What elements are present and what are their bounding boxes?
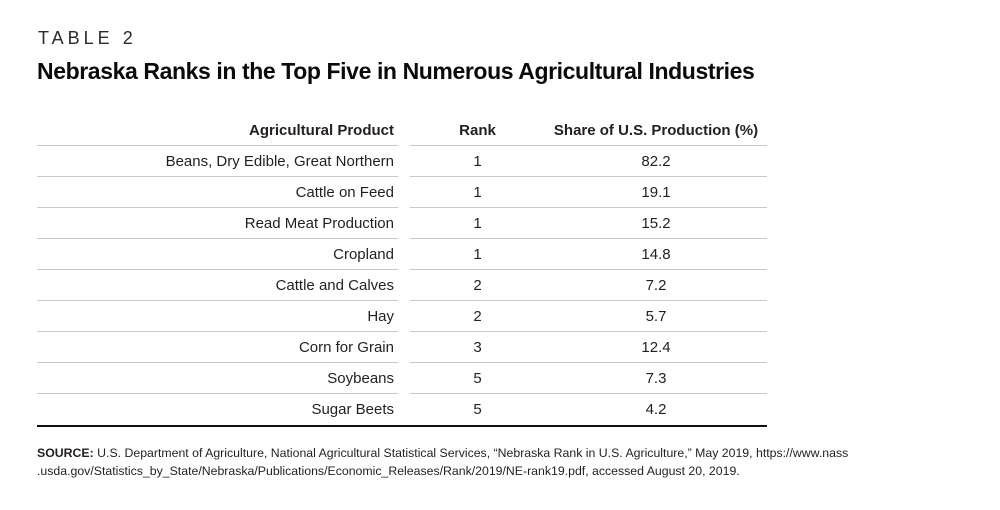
column-header-rank: Rank — [459, 122, 496, 139]
column-gap — [398, 301, 410, 332]
column-gap — [398, 394, 410, 425]
header-right-group: Rank Share of U.S. Production (%) — [410, 115, 767, 146]
table-header-row: Agricultural Product Rank Share of U.S. … — [37, 115, 767, 146]
table-row: Corn for Grain 3 12.4 — [37, 332, 767, 363]
cell-share: 19.1 — [641, 184, 671, 201]
cell-share: 7.3 — [645, 370, 667, 387]
cell-rank: 1 — [473, 153, 482, 170]
cell-product: Cattle on Feed — [37, 177, 398, 208]
row-right-group: 1 14.8 — [410, 239, 767, 270]
table-row: Hay 2 5.7 — [37, 301, 767, 332]
cell-product: Corn for Grain — [37, 332, 398, 363]
cell-rank: 1 — [473, 215, 482, 232]
cell-rank: 1 — [473, 246, 482, 263]
cell-product: Sugar Beets — [311, 401, 394, 418]
cell-rank: 2 — [473, 277, 482, 294]
cell-share: 14.8 — [641, 246, 671, 263]
cell-share: 4.2 — [645, 401, 667, 418]
table-row: Cattle on Feed 1 19.1 — [37, 177, 767, 208]
cell-product: Beans, Dry Edible, Great Northern — [37, 146, 398, 177]
row-right-group: 2 5.7 — [410, 301, 767, 332]
table-row: Cattle and Calves 2 7.2 — [37, 270, 767, 301]
row-right-group: 1 19.1 — [410, 177, 767, 208]
cell-rank: 3 — [473, 339, 482, 356]
table-row: Sugar Beets 5 4.2 — [37, 394, 767, 425]
source-note: SOURCE: U.S. Department of Agriculture, … — [37, 445, 982, 480]
column-gap — [398, 208, 410, 239]
column-gap — [398, 332, 410, 363]
column-gap — [398, 177, 410, 208]
row-right-group: 2 7.2 — [410, 270, 767, 301]
source-label: SOURCE: — [37, 446, 94, 460]
source-text-line1: U.S. Department of Agriculture, National… — [97, 446, 849, 460]
row-right-group: 5 4.2 — [410, 394, 767, 425]
cell-product: Cattle and Calves — [37, 270, 398, 301]
table-row: Beans, Dry Edible, Great Northern 1 82.2 — [37, 146, 767, 177]
column-gap — [398, 115, 410, 146]
source-text-line2: .usda.gov/Statistics_by_State/Nebraska/P… — [37, 463, 740, 478]
row-right-group: 5 7.3 — [410, 363, 767, 394]
cell-rank: 1 — [473, 184, 482, 201]
table-row: Cropland 1 14.8 — [37, 239, 767, 270]
cell-rank: 2 — [473, 308, 482, 325]
column-header-product: Agricultural Product — [37, 115, 398, 146]
table-kicker: TABLE 2 — [38, 28, 137, 48]
column-gap — [398, 239, 410, 270]
cell-product: Cropland — [37, 239, 398, 270]
table-body: Beans, Dry Edible, Great Northern 1 82.2… — [37, 146, 767, 425]
column-gap — [398, 146, 410, 177]
table-row: Read Meat Production 1 15.2 — [37, 208, 767, 239]
row-right-group: 3 12.4 — [410, 332, 767, 363]
row-right-group: 1 82.2 — [410, 146, 767, 177]
table-row: Soybeans 5 7.3 — [37, 363, 767, 394]
column-gap — [398, 363, 410, 394]
cell-product: Soybeans — [37, 363, 398, 394]
cell-share: 12.4 — [641, 339, 671, 356]
cell-share: 82.2 — [641, 153, 671, 170]
agricultural-rank-table: Agricultural Product Rank Share of U.S. … — [37, 115, 767, 427]
cell-rank: 5 — [473, 401, 482, 418]
table-title: Nebraska Ranks in the Top Five in Numero… — [37, 58, 755, 84]
cell-rank: 5 — [473, 370, 482, 387]
column-header-share: Share of U.S. Production (%) — [553, 122, 759, 139]
row-right-group: 1 15.2 — [410, 208, 767, 239]
cell-product: Read Meat Production — [37, 208, 398, 239]
cell-share: 7.2 — [645, 277, 667, 294]
cell-share: 5.7 — [645, 308, 667, 325]
cell-product: Hay — [37, 301, 398, 332]
column-gap — [398, 270, 410, 301]
cell-share: 15.2 — [641, 215, 671, 232]
